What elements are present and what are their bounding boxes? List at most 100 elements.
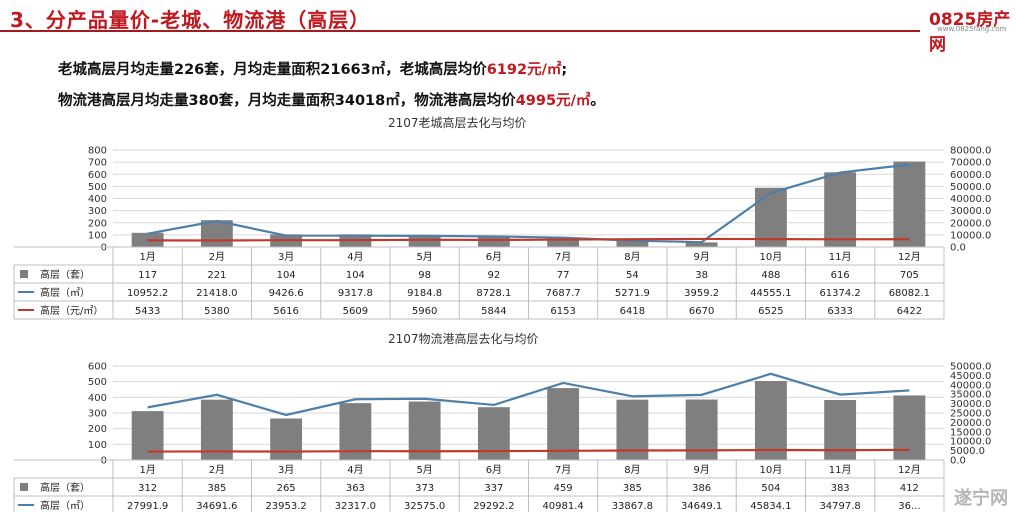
data-label: 363 — [346, 483, 365, 494]
bar — [754, 187, 787, 247]
y-right-tick-label: 35000.0 — [950, 390, 991, 401]
data-label: 6333 — [827, 306, 852, 317]
bar — [616, 240, 649, 247]
legend-entry: 高层（套） — [40, 268, 90, 281]
y-left-tick-label: 600 — [88, 362, 107, 373]
data-label: 117 — [138, 270, 157, 281]
y-right-tick-label: 0.0 — [950, 456, 966, 467]
legend-entry: 高层（㎡） — [40, 499, 90, 512]
y-left-tick-label: 400 — [88, 393, 107, 404]
summary-line-laocheng: 老城高层月均走量226套，月均走量面积21663㎡，老城高层均价6192元/㎡; — [58, 58, 567, 79]
data-label: 77 — [557, 270, 570, 281]
legend-entry: 高层（套） — [40, 481, 90, 494]
logo-text: 0825房产网 — [929, 10, 1011, 55]
bar — [270, 418, 303, 460]
data-label: 6418 — [620, 306, 645, 317]
x-tick-label: 2月 — [209, 251, 225, 263]
bar — [131, 232, 164, 247]
y-right-tick-label: 0.0 — [950, 243, 966, 254]
y-left-tick-label: 0 — [101, 243, 107, 254]
data-label: 54 — [626, 270, 639, 281]
chart-laocheng: 800700600500400300200100080000.070000.06… — [13, 146, 991, 320]
x-tick-label: 11月 — [829, 251, 852, 263]
data-label: 34691.6 — [196, 501, 237, 512]
x-tick-label: 10月 — [760, 464, 783, 476]
data-label: 5960 — [412, 306, 437, 317]
summary-text: 老城高层月均走量226套，月均走量面积21663㎡，老城高层均价 — [58, 62, 487, 78]
summary-punct: 。 — [590, 93, 605, 109]
legend-entry: 高层（㎡） — [40, 286, 90, 299]
chart1-title: 2107老城高层去化与均价 — [388, 116, 527, 130]
data-label: 34797.8 — [819, 501, 860, 512]
x-tick-label: 3月 — [278, 251, 294, 263]
data-label: 8728.1 — [476, 288, 511, 299]
header-divider — [0, 30, 920, 32]
y-right-tick-label: 30000.0 — [950, 399, 991, 410]
x-tick-label: 3月 — [278, 464, 294, 476]
data-label: 34649.1 — [681, 501, 722, 512]
data-label: 504 — [761, 483, 780, 494]
data-label: 5844 — [481, 306, 506, 317]
x-tick-label: 7月 — [555, 464, 571, 476]
x-tick-label: 1月 — [139, 464, 155, 476]
y-right-tick-label: 70000.0 — [950, 158, 991, 169]
y-right-tick-label: 45000.0 — [950, 371, 991, 382]
watermark: 遂宁网 — [954, 488, 1008, 509]
data-label: 9426.6 — [269, 288, 304, 299]
data-label: 221 — [207, 270, 226, 281]
x-tick-label: 6月 — [486, 464, 502, 476]
data-label: 61374.2 — [819, 288, 860, 299]
y-left-tick-label: 500 — [88, 377, 107, 388]
legend-key-bar — [20, 270, 28, 278]
x-tick-label: 7月 — [555, 251, 571, 263]
data-label: 337 — [484, 483, 503, 494]
data-label: 5616 — [273, 306, 298, 317]
bar — [477, 235, 510, 247]
data-label: 104 — [346, 270, 365, 281]
data-label: 616 — [831, 270, 850, 281]
data-label: 10952.2 — [127, 288, 168, 299]
series-line — [147, 163, 910, 244]
x-tick-label: 12月 — [898, 464, 921, 476]
data-label: 92 — [488, 270, 501, 281]
series-line — [147, 237, 910, 242]
page-title: 3、分产品量价-老城、物流港（高层） — [10, 8, 371, 32]
x-tick-label: 9月 — [693, 464, 709, 476]
bar — [824, 172, 857, 247]
data-label: 68082.1 — [889, 288, 930, 299]
y-right-tick-label: 5000.0 — [950, 446, 985, 457]
data-label: 9184.8 — [407, 288, 442, 299]
data-label: 5609 — [343, 306, 368, 317]
data-label: 385 — [623, 483, 642, 494]
summary-text: 物流港高层月均走量380套，月均走量面积34018㎡，物流港高层均价 — [58, 93, 516, 109]
data-label: 40981.4 — [542, 501, 583, 512]
data-label: 6422 — [897, 306, 922, 317]
data-label: 5271.9 — [615, 288, 650, 299]
x-tick-label: 11月 — [829, 464, 852, 476]
y-right-tick-label: 80000.0 — [950, 146, 991, 157]
data-label: 23953.2 — [265, 501, 306, 512]
site-logo[interactable]: 0825房产网 www.0825fang.com — [925, 3, 1013, 55]
summary-price: 4995元/㎡ — [515, 93, 591, 109]
data-label: 32575.0 — [404, 501, 445, 512]
x-tick-label: 9月 — [693, 251, 709, 263]
header-bar: 3、分产品量价-老城、物流港（高层） 0825房产网 www.0825fang.… — [0, 0, 1016, 55]
bar — [547, 388, 580, 460]
data-label: 104 — [277, 270, 296, 281]
data-label: 21418.0 — [196, 288, 237, 299]
bar — [408, 235, 441, 247]
data-label: 459 — [554, 483, 573, 494]
data-label: 373 — [415, 483, 434, 494]
data-label: 3959.2 — [684, 288, 719, 299]
data-label: 29292.2 — [473, 501, 514, 512]
summary-punct: ; — [561, 62, 568, 78]
data-label: 265 — [277, 483, 296, 494]
y-left-tick-label: 200 — [88, 218, 107, 229]
summary-price: 6192元/㎡ — [486, 62, 562, 78]
data-label: 33867.8 — [612, 501, 653, 512]
bar — [200, 220, 233, 247]
y-right-tick-label: 40000.0 — [950, 380, 991, 391]
data-label: 98 — [418, 270, 431, 281]
x-tick-label: 6月 — [486, 251, 502, 263]
series-line — [147, 448, 910, 453]
